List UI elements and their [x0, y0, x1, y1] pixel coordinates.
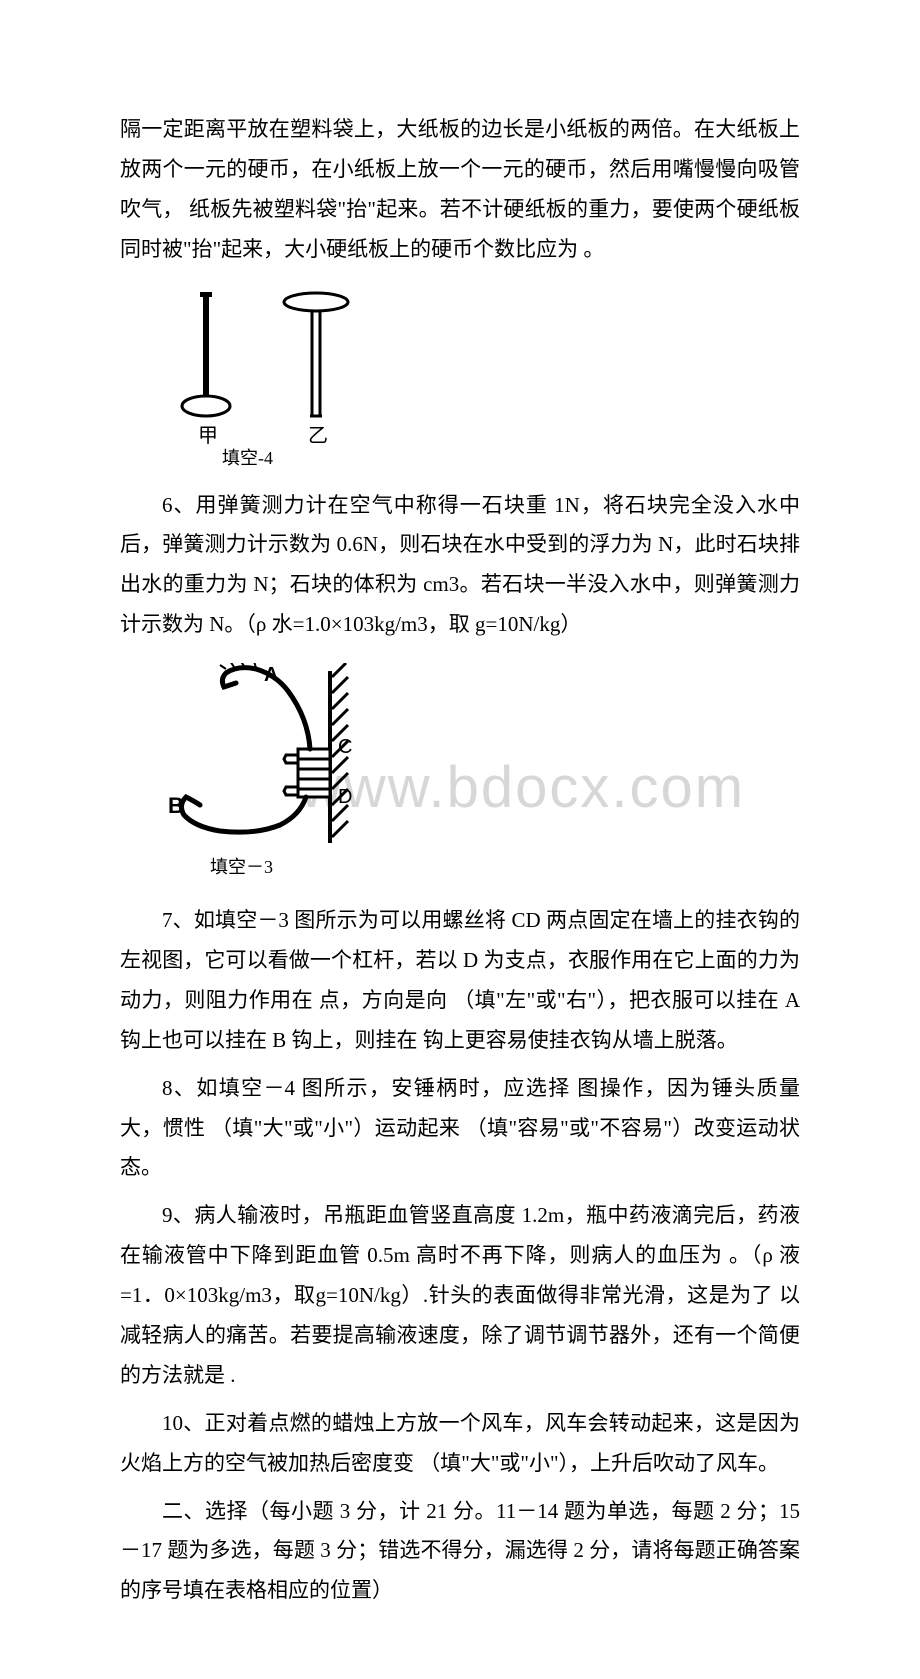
label-yi: 乙: [308, 425, 328, 447]
label-a: A: [264, 664, 278, 686]
paragraph-2: 6、用弹簧测力计在空气中称得一石块重 1N，将石块完全没入水中后，弹簧测力计示数…: [120, 486, 800, 646]
label-c: C: [338, 736, 352, 758]
label-d: D: [338, 786, 352, 808]
mounting-plate: [284, 749, 330, 797]
figure-1: 甲 乙 填空-4: [160, 288, 800, 468]
paragraph-5: 9、病人输液时，吊瓶距血管竖直高度 1.2m，瓶中药液滴完后，药液在输液管中下降…: [120, 1196, 800, 1395]
paragraph-4: 8、如填空－4 图所示，安锤柄时，应选择 图操作，因为锤头质量大，惯性 （填"大…: [120, 1069, 800, 1189]
label-jia: 甲: [198, 425, 218, 447]
figure1-caption: 填空-4: [222, 448, 273, 468]
figure-jia: [182, 292, 230, 416]
paragraph-7: 二、选择（每小题 3 分，计 21 分。11－14 题为单选，每题 2 分；15…: [120, 1492, 800, 1612]
figure2-caption: 填空－3: [210, 857, 273, 877]
paragraph-3: 7、如填空－3 图所示为可以用螺丝将 CD 两点固定在墙上的挂衣钩的左视图，它可…: [120, 901, 800, 1061]
label-b: B: [168, 793, 184, 818]
figure-yi: [284, 293, 348, 416]
hook-b: [181, 797, 306, 832]
paragraph-1: 隔一定距离平放在塑料袋上，大纸板的边长是小纸板的两倍。在大纸板上放两个一元的硬币…: [120, 110, 800, 270]
paragraph-6: 10、正对着点燃的蜡烛上方放一个风车，风车会转动起来，这是因为火焰上方的空气被加…: [120, 1404, 800, 1484]
figure-2: www.bdocx.com: [160, 663, 800, 883]
